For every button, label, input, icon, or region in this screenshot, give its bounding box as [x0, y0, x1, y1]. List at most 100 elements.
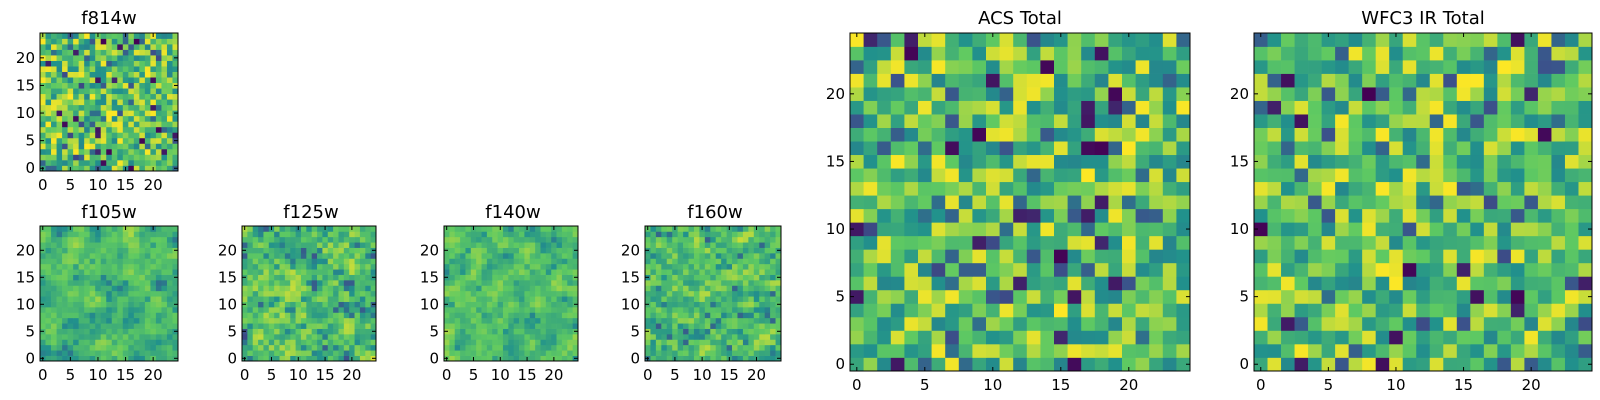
heatmap-cell: [454, 280, 461, 286]
heatmap-cell: [84, 269, 91, 275]
heatmap-cell: [111, 307, 118, 313]
heatmap-cell: [850, 262, 864, 277]
heatmap-cell: [247, 269, 254, 275]
heatmap-cell: [732, 269, 738, 275]
heatmap-cell: [258, 285, 264, 292]
heatmap-cell: [666, 263, 673, 270]
heatmap-cell: [877, 249, 892, 264]
heatmap-cell: [40, 334, 46, 340]
heatmap-cell: [95, 88, 102, 95]
heatmap-cell: [890, 87, 905, 101]
y-tick-label: 5: [429, 322, 439, 340]
heatmap-cell: [918, 168, 932, 183]
heatmap-cell: [1254, 262, 1268, 277]
heatmap-cell: [492, 312, 498, 319]
heatmap-cell: [1149, 33, 1164, 47]
heatmap-cell: [677, 274, 684, 281]
heatmap-cell: [535, 242, 541, 248]
heatmap-cell: [311, 269, 318, 275]
heatmap-cell: [704, 242, 711, 248]
heatmap-cell: [1335, 154, 1349, 169]
heatmap-cell: [476, 328, 482, 335]
heatmap-cell: [748, 323, 755, 329]
heatmap-cell: [877, 73, 892, 88]
heatmap-cell: [144, 242, 151, 248]
heatmap-cell: [172, 60, 179, 67]
heatmap-cell: [1267, 181, 1282, 196]
heatmap-cell: [1483, 262, 1498, 277]
heatmap-cell: [1416, 343, 1431, 358]
heatmap-cell: [1108, 262, 1123, 277]
heatmap-cell: [252, 355, 259, 362]
heatmap-cell: [672, 263, 678, 270]
heatmap-cell: [1483, 73, 1498, 88]
heatmap-cell: [519, 247, 525, 254]
heatmap-cell: [56, 226, 63, 232]
heatmap-cell: [89, 44, 96, 50]
heatmap-cell: [683, 350, 689, 356]
heatmap-cell: [1176, 154, 1191, 169]
heatmap-cell: [672, 280, 678, 286]
heatmap-cell: [524, 317, 531, 324]
heatmap-cell: [972, 343, 987, 358]
heatmap-cell: [67, 269, 74, 275]
heatmap-cell: [545, 328, 552, 335]
heatmap-cell: [1375, 127, 1390, 142]
heatmap-cell: [95, 110, 102, 117]
heatmap-cell: [117, 269, 124, 275]
heatmap-cell: [1135, 168, 1150, 183]
heatmap-cell: [263, 323, 270, 329]
heatmap-cell: [1267, 303, 1282, 318]
heatmap-cell: [556, 296, 563, 302]
heatmap-cell: [78, 55, 85, 61]
axes-frame-f140w: [443, 225, 579, 362]
heatmap-cell: [1389, 141, 1404, 156]
heatmap-cell: [1362, 276, 1377, 291]
heatmap-cell: [1564, 249, 1579, 264]
heatmap-cell: [327, 247, 334, 254]
heatmap-cell: [1443, 249, 1458, 264]
heatmap-cell: [1162, 276, 1177, 291]
heatmap-cell: [1294, 127, 1309, 142]
heatmap-cell: [128, 137, 135, 144]
heatmap-cell: [100, 49, 107, 56]
heatmap-cell: [655, 247, 662, 254]
heatmap-cell: [890, 357, 905, 372]
heatmap-cell: [931, 276, 946, 291]
heatmap-cell: [1067, 222, 1082, 237]
heatmap-cell: [274, 258, 280, 265]
heatmap-cell: [551, 328, 557, 335]
heatmap-cell: [753, 350, 760, 356]
heatmap-cell: [150, 290, 157, 297]
heatmap-cell: [529, 274, 536, 281]
heatmap-cell: [918, 276, 932, 291]
heatmap-cell: [693, 236, 700, 243]
heatmap-cell: [117, 88, 124, 95]
heatmap-cell: [349, 263, 355, 270]
heatmap-cell: [721, 280, 727, 286]
heatmap-cell: [1362, 168, 1377, 183]
heatmap-cell: [311, 242, 318, 248]
heatmap-cell: [454, 355, 461, 362]
heatmap-cell: [150, 296, 157, 302]
heatmap-cell: [122, 339, 129, 346]
heatmap-cell: [117, 66, 124, 72]
heatmap-cell: [122, 328, 129, 335]
heatmap-cell: [1176, 73, 1191, 88]
heatmap-cell: [1402, 276, 1417, 291]
heatmap-cell: [476, 269, 482, 275]
heatmap-cell: [274, 231, 280, 238]
heatmap-cell: [1135, 249, 1150, 264]
heatmap-cell: [133, 132, 140, 139]
heatmap-cell: [721, 253, 727, 259]
heatmap-cell: [561, 312, 568, 319]
heatmap-cell: [721, 334, 727, 340]
heatmap-cell: [40, 93, 46, 100]
heatmap-cell: [172, 323, 179, 329]
heatmap-cell: [117, 344, 124, 351]
heatmap-cell: [1122, 33, 1136, 47]
heatmap-cell: [1281, 154, 1295, 169]
heatmap-cell: [1348, 46, 1363, 61]
heatmap-cell: [306, 307, 313, 313]
heatmap-cell: [56, 55, 63, 61]
